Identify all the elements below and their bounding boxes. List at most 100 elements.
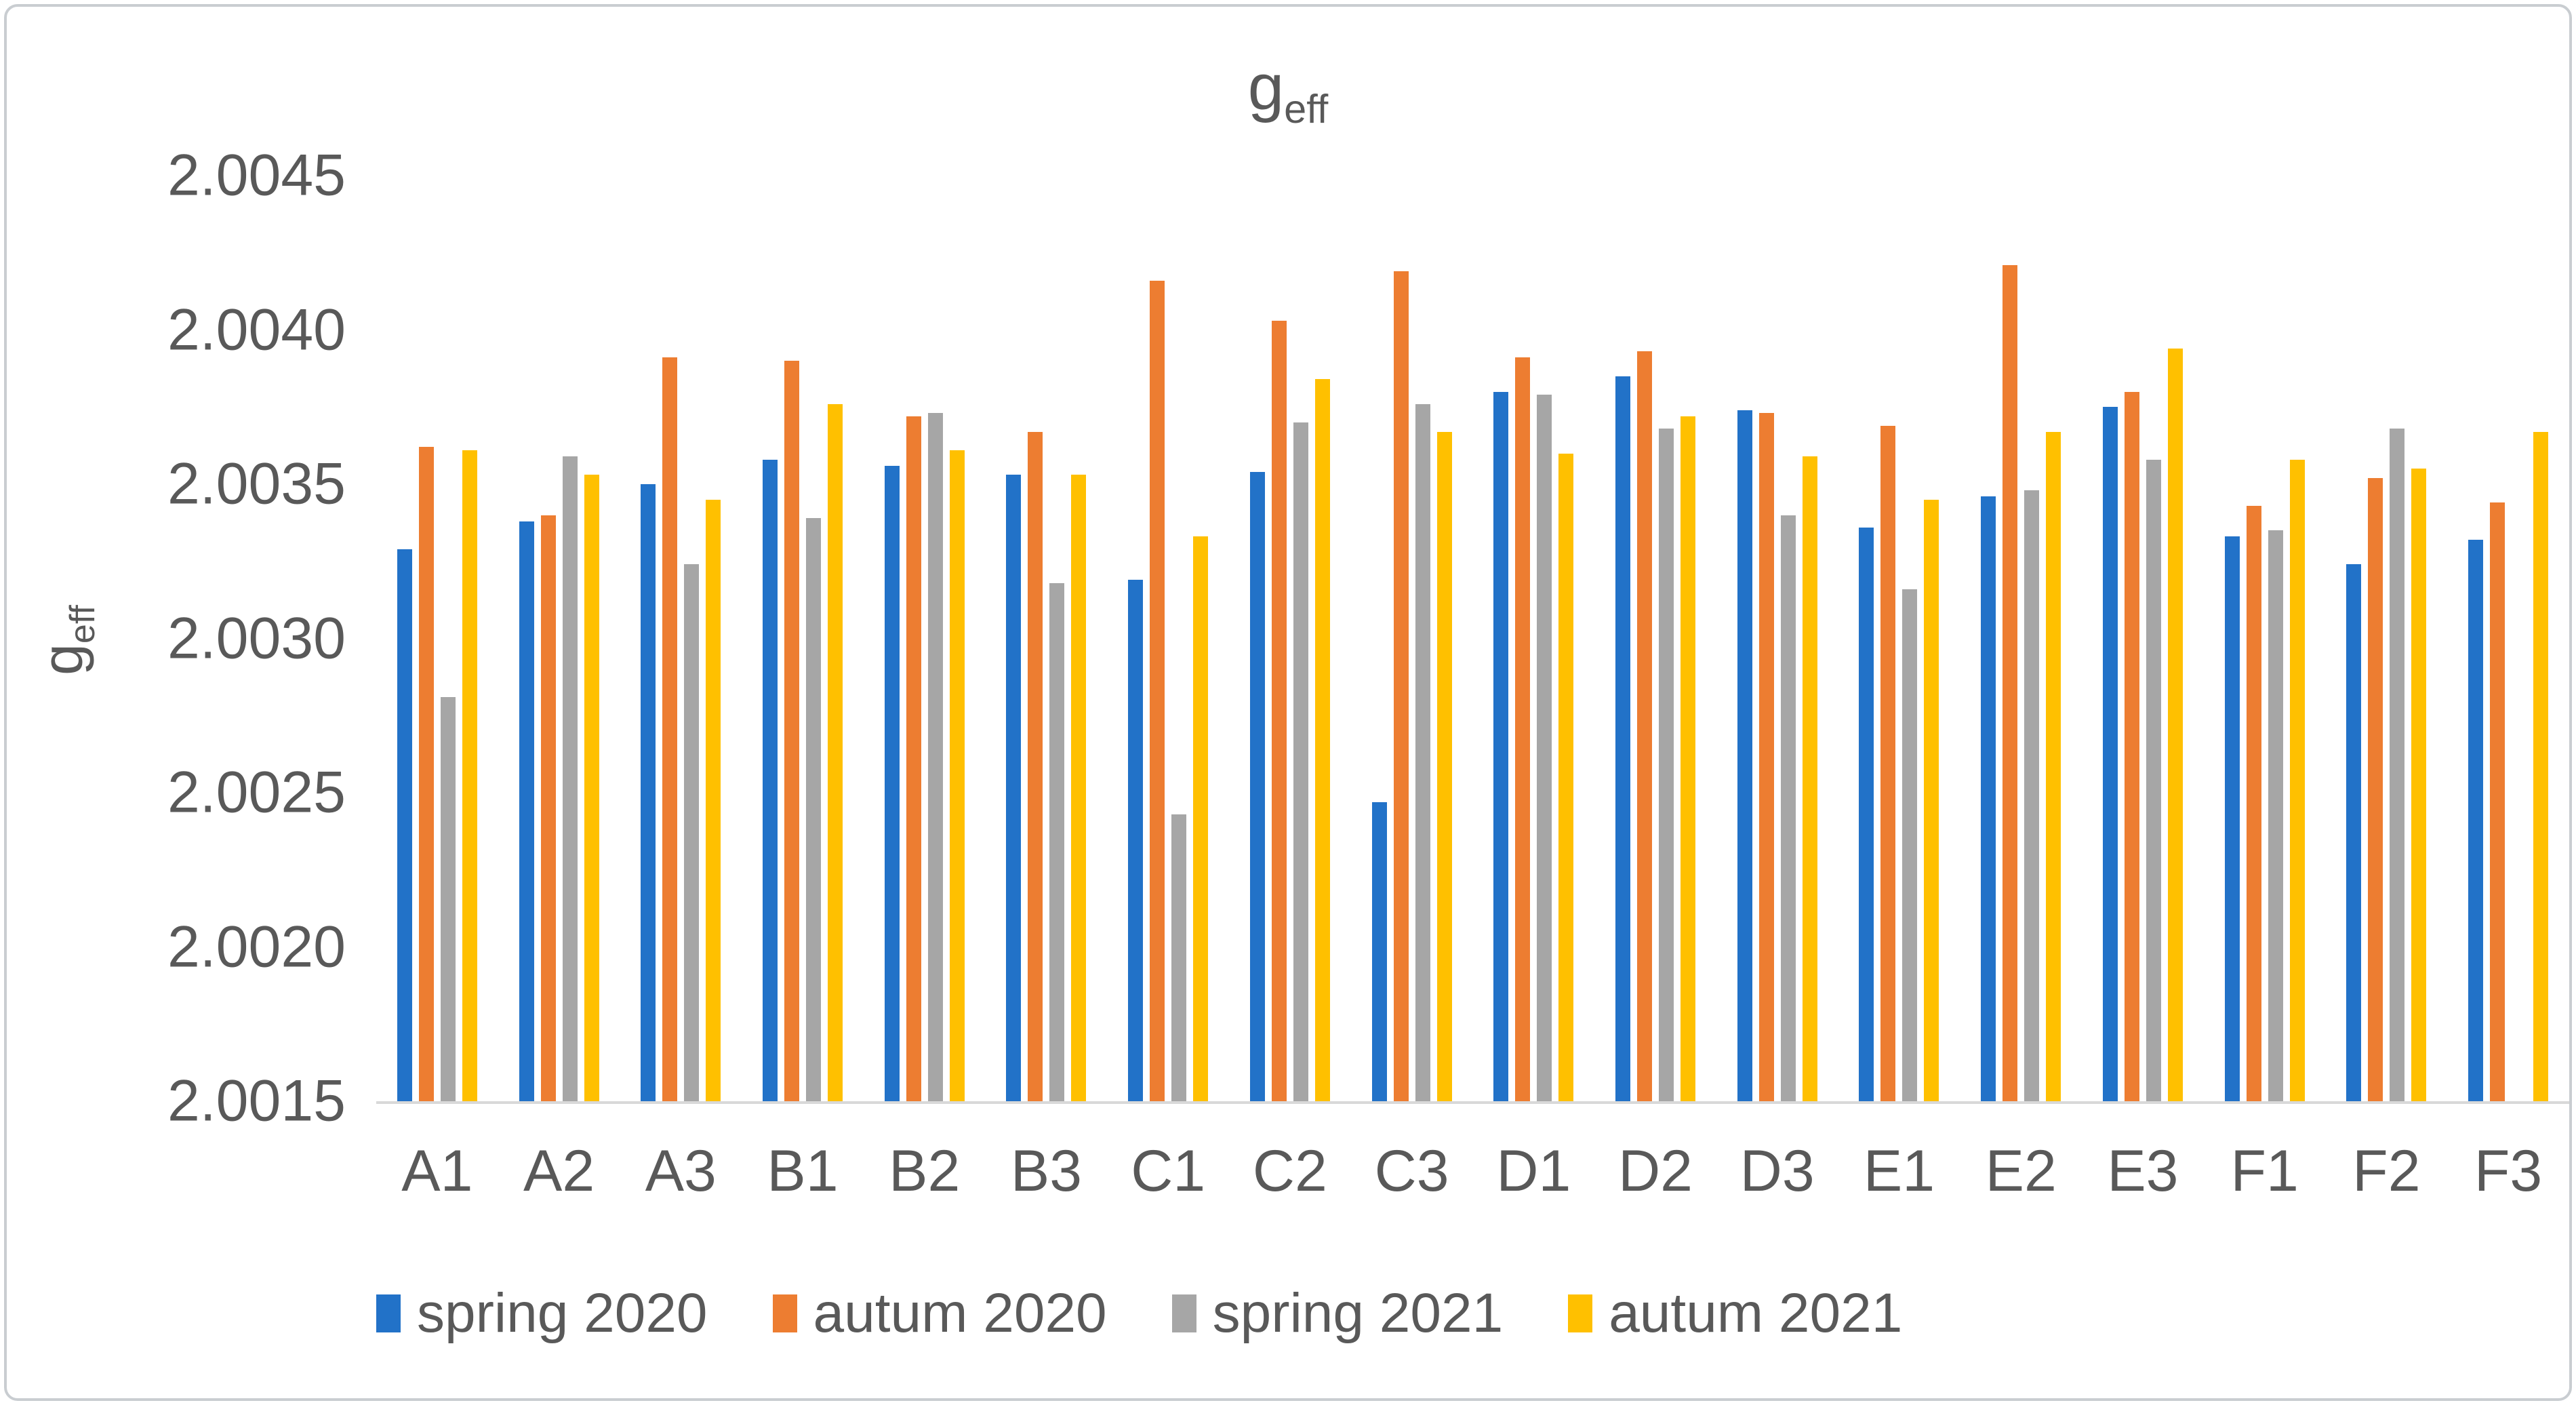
bar-d2-spring-2021 [1659,429,1674,1101]
bar-c1-spring-2020 [1128,580,1144,1101]
bar-e3-spring-2020 [2102,407,2118,1101]
legend-label: autum 2021 [1609,1282,1903,1344]
bar-group-c3 [1351,176,1473,1101]
bar-group-e1 [1838,176,1960,1101]
bar-d3-spring-2020 [1737,410,1752,1101]
bar-group-a2 [498,176,620,1101]
bar-f1-autum-2020 [2246,505,2261,1101]
bar-d3-spring-2021 [1780,515,1796,1101]
bar-e2-autum-2020 [2003,264,2018,1101]
bar-f3-autum-2020 [2490,502,2505,1101]
bar-f2-autum-2020 [2368,477,2383,1101]
legend-swatch-icon [376,1294,401,1332]
y-tick-label: 2.0020 [167,914,346,979]
bar-b1-spring-2021 [806,518,822,1101]
legend-swatch-icon [1171,1294,1196,1332]
bar-c3-autum-2021 [1436,431,1452,1101]
bar-a1-autum-2020 [418,447,434,1101]
bar-d2-autum-2020 [1637,351,1653,1101]
bar-d1-spring-2021 [1537,395,1552,1101]
bar-a2-spring-2021 [562,456,578,1101]
bar-e1-spring-2021 [1902,589,1918,1101]
bar-d1-autum-2021 [1558,453,1574,1101]
x-label-a1: A1 [401,1139,473,1204]
x-label-b2: B2 [889,1139,961,1204]
legend-swatch-icon [772,1294,797,1332]
bar-e1-autum-2021 [1924,499,1939,1101]
bar-d1-spring-2020 [1493,391,1509,1101]
bar-group-d2 [1594,176,1716,1101]
bar-group-d3 [1716,176,1838,1101]
bar-d3-autum-2020 [1758,413,1774,1101]
bar-group-f1 [2204,176,2326,1101]
bar-group-e2 [1960,176,2082,1101]
x-label-f2: F2 [2352,1139,2421,1204]
x-label-b1: B1 [767,1139,839,1204]
x-label-e3: E3 [2107,1139,2179,1204]
legend-item-spring-2020: spring 2020 [376,1282,708,1345]
x-label-c2: C2 [1252,1139,1327,1204]
bar-c3-autum-2020 [1393,271,1409,1101]
bar-f3-autum-2021 [2533,431,2549,1101]
bar-c2-spring-2020 [1249,471,1265,1101]
bar-f1-autum-2021 [2289,459,2305,1101]
bar-e3-spring-2021 [2146,459,2161,1101]
y-tick-label: 2.0030 [167,606,346,671]
bar-c1-autum-2020 [1150,280,1165,1101]
bar-group-b2 [864,176,986,1101]
legend-item-spring-2021: spring 2021 [1171,1282,1503,1345]
legend-item-autum-2021: autum 2021 [1568,1282,1902,1345]
legend-label: autum 2020 [813,1282,1107,1344]
y-tick-label: 2.0045 [167,142,346,208]
plot-area [376,176,2569,1104]
x-label-e2: E2 [1985,1139,2057,1204]
bar-a3-spring-2021 [684,564,700,1101]
x-label-a2: A2 [523,1139,595,1204]
bar-group-b1 [742,176,864,1101]
x-label-f3: F3 [2474,1139,2543,1204]
y-axis-title-base: g [31,644,95,675]
bar-f2-spring-2021 [2390,429,2405,1101]
chart-figure: geff geff 2.0045 2.0040 2.0035 2.0030 2.0025… [4,4,2572,1401]
bar-group-d1 [1472,176,1594,1101]
bar-group-e3 [2082,176,2204,1101]
bar-c2-autum-2020 [1271,320,1287,1101]
bar-c2-autum-2021 [1314,379,1330,1101]
x-label-e1: E1 [1863,1139,1935,1204]
bar-b1-spring-2020 [763,459,778,1101]
y-tick-label: 2.0025 [167,759,346,825]
x-label-d1: D1 [1496,1139,1571,1204]
bar-b3-spring-2021 [1049,582,1065,1101]
x-label-c3: C3 [1374,1139,1449,1204]
bar-group-a3 [620,176,742,1101]
legend-swatch-icon [1568,1294,1593,1332]
bar-d2-autum-2021 [1681,416,1696,1101]
bar-a2-autum-2021 [584,475,599,1101]
bar-group-c1 [1107,176,1229,1101]
x-label-f1: F1 [2230,1139,2299,1204]
bar-a2-autum-2020 [540,515,556,1101]
x-label-c1: C1 [1131,1139,1206,1204]
y-tick-label: 2.0015 [167,1068,346,1134]
bar-c1-autum-2021 [1193,536,1209,1101]
bar-d1-autum-2020 [1515,357,1531,1101]
chart-title-subscript: eff [1284,86,1329,132]
x-label-a3: A3 [645,1139,717,1204]
chart-title-base: g [1247,51,1285,123]
bar-e2-spring-2021 [2024,490,2040,1101]
x-label-d2: D2 [1618,1139,1693,1204]
bar-b2-autum-2020 [906,416,921,1101]
bar-b2-autum-2021 [949,450,965,1101]
bar-a3-autum-2021 [706,499,721,1101]
x-label-b3: B3 [1010,1139,1083,1204]
legend: spring 2020 autum 2020 spring 2021 autum 20… [376,1282,1902,1345]
bar-c3-spring-2020 [1371,802,1387,1101]
bar-e1-autum-2020 [1880,425,1896,1101]
bar-c2-spring-2021 [1293,422,1308,1101]
bar-f2-autum-2021 [2411,469,2427,1101]
bar-e2-spring-2020 [1981,496,1996,1101]
bar-e1-spring-2020 [1859,527,1874,1101]
bar-b2-spring-2020 [884,465,900,1101]
y-axis-tick-labels: 2.0045 2.0040 2.0035 2.0030 2.0025 2.0020 2.00… [88,143,346,1134]
bar-group-f3 [2447,176,2569,1101]
